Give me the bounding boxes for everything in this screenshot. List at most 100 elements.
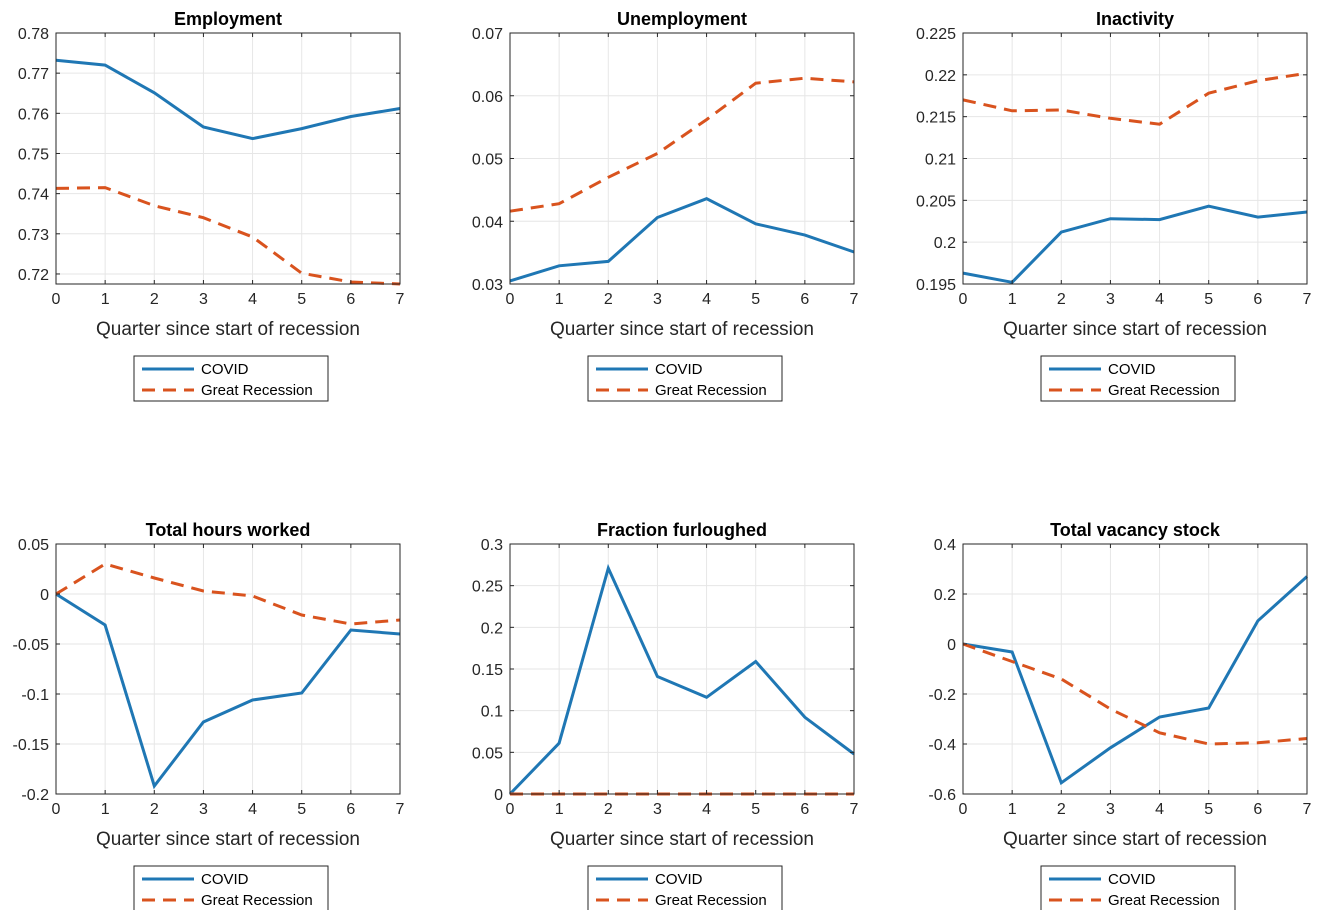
x-tick-label: 3: [1106, 801, 1115, 818]
y-tick-label: -0.15: [13, 737, 50, 754]
y-tick-label: 0.05: [472, 152, 503, 169]
x-tick-label: 7: [396, 801, 405, 818]
legend-label: COVID: [655, 361, 703, 378]
y-tick-label: 0.1: [481, 704, 503, 721]
y-tick-label: -0.2: [928, 687, 956, 704]
chart-title: Total hours worked: [146, 520, 311, 540]
x-tick-label: 5: [1204, 801, 1213, 818]
x-axis-label: Quarter since start of recession: [550, 319, 814, 340]
y-tick-label: 0: [40, 587, 49, 604]
x-tick-label: 3: [199, 291, 208, 308]
x-tick-label: 6: [1253, 291, 1262, 308]
y-tick-label: 0.75: [18, 146, 49, 163]
legend-label: Great Recession: [1108, 892, 1220, 909]
x-axis-label: Quarter since start of recession: [1003, 829, 1267, 850]
x-tick-label: 5: [297, 801, 306, 818]
chart-title: Unemployment: [617, 9, 747, 29]
legend-label: COVID: [201, 361, 249, 378]
x-tick-label: 3: [653, 801, 662, 818]
legend-label: COVID: [201, 871, 249, 888]
chart-panel-1: 0 1 2 3 4 5 6 7 0.72 0.73 0.74 0.75 0.76 0.77 0.78 Empl…: [18, 9, 405, 402]
x-tick-label: 1: [1008, 291, 1017, 308]
series-line-great-recession: [962, 642, 1308, 746]
x-tick-label: 1: [101, 801, 110, 818]
x-tick-label: 7: [850, 801, 859, 818]
y-tick-label: 0.72: [18, 267, 49, 284]
x-tick-label: 0: [959, 801, 968, 818]
y-tick-label: 0.25: [472, 579, 503, 596]
x-tick-label: 3: [1106, 291, 1115, 308]
x-tick-label: 4: [1155, 801, 1164, 818]
y-tick-label: 0.07: [472, 26, 503, 43]
chart-panel-2: 0 1 2 3 4 5 6 7 0.03 0.04 0.05 0.06 0.07 Unemployment…: [472, 9, 859, 402]
legend-label: Great Recession: [655, 382, 767, 399]
y-tick-label: -0.2: [21, 787, 49, 804]
legend-box: [587, 865, 783, 910]
legend: COVID Great Recession: [1040, 865, 1236, 910]
legend-label: COVID: [1108, 871, 1156, 888]
legend-box: [133, 865, 329, 910]
x-tick-label: 6: [346, 801, 355, 818]
x-tick-label: 4: [702, 801, 711, 818]
y-tick-label: 0.2: [481, 620, 503, 637]
x-tick-label: 2: [604, 801, 613, 818]
x-tick-label: 2: [1057, 801, 1066, 818]
y-tick-label: 0.215: [916, 110, 956, 127]
legend-box: [1040, 355, 1236, 402]
y-tick-label: 0.04: [472, 214, 503, 231]
chart-title: Fraction furloughed: [597, 520, 767, 540]
y-tick-label: 0.05: [472, 745, 503, 762]
x-tick-label: 3: [653, 291, 662, 308]
x-tick-label: 1: [555, 291, 564, 308]
y-tick-label: 0.3: [481, 537, 503, 554]
plot-area: [56, 33, 400, 284]
y-tick-label: 0.205: [916, 193, 956, 210]
y-tick-label: 0.21: [925, 152, 956, 169]
x-tick-label: 2: [150, 291, 159, 308]
legend-label: Great Recession: [655, 892, 767, 909]
chart-panel-5: 0 1 2 3 4 5 6 7 0 0.05 0.1 0.15 0.2 0.25 0.3 Fraction f…: [472, 520, 859, 910]
series-line-covid: [509, 197, 855, 283]
x-tick-label: 4: [1155, 291, 1164, 308]
x-axis-label: Quarter since start of recession: [96, 829, 360, 850]
x-axis-label: Quarter since start of recession: [1003, 319, 1267, 340]
y-tick-label: -0.05: [13, 637, 50, 654]
x-tick-label: 6: [346, 291, 355, 308]
y-tick-label: 0.225: [916, 26, 956, 43]
y-tick-label: 0.15: [472, 662, 503, 679]
chart-panel-6: 0 1 2 3 4 5 6 7 -0.6 -0.4 -0.2 0 0.2 0.4 Total vacancy…: [928, 520, 1312, 910]
x-tick-label: 0: [52, 291, 61, 308]
x-tick-label: 5: [297, 291, 306, 308]
series-line-covid: [508, 563, 855, 796]
x-tick-label: 7: [1303, 801, 1312, 818]
x-axis-label: Quarter since start of recession: [96, 319, 360, 340]
chart-title: Total vacancy stock: [1050, 520, 1221, 540]
legend: COVID Great Recession: [133, 865, 329, 910]
x-tick-label: 6: [800, 801, 809, 818]
x-axis-label: Quarter since start of recession: [550, 829, 814, 850]
legend-label: Great Recession: [201, 382, 313, 399]
series-line-covid: [962, 204, 1308, 284]
x-tick-label: 0: [52, 801, 61, 818]
x-tick-label: 7: [850, 291, 859, 308]
y-tick-label: 0.4: [934, 537, 956, 554]
series-line-great-recession: [962, 71, 1308, 126]
axes-box: [962, 543, 1308, 795]
axes-box: [55, 32, 401, 285]
legend-box: [1040, 865, 1236, 910]
legend-label: Great Recession: [201, 892, 313, 909]
series-line-covid: [55, 58, 401, 141]
legend: COVID Great Recession: [587, 865, 783, 910]
legend-label: COVID: [1108, 361, 1156, 378]
y-tick-label: 0.78: [18, 26, 49, 43]
y-tick-label: -0.4: [928, 737, 956, 754]
x-tick-label: 1: [555, 801, 564, 818]
y-tick-label: 0.05: [18, 537, 49, 554]
series-line-covid: [55, 592, 401, 790]
chart-panel-4: 0 1 2 3 4 5 6 7 -0.2 -0.15 -0.1 -0.05 0 0.05 Total hou…: [13, 520, 405, 910]
x-tick-label: 6: [800, 291, 809, 308]
x-tick-label: 0: [506, 291, 515, 308]
y-tick-label: 0.03: [472, 277, 503, 294]
legend-box: [587, 355, 783, 402]
x-tick-label: 4: [702, 291, 711, 308]
